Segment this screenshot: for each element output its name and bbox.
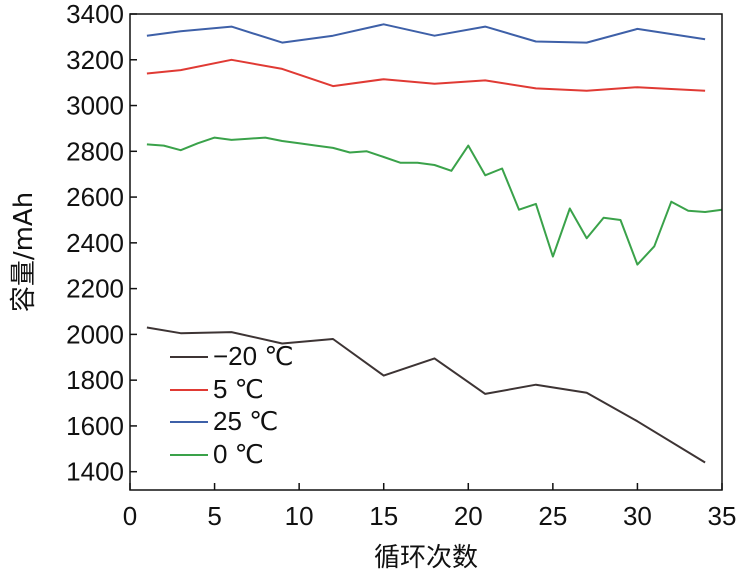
series-line-0 <box>146 326 706 464</box>
x-tick-label: 10 <box>285 501 314 531</box>
series-line-3 <box>146 136 723 266</box>
series-line-2 <box>146 23 706 44</box>
y-tick-label: 2200 <box>66 274 124 304</box>
legend: −20 ℃5 ℃25 ℃0 ℃ <box>170 341 294 469</box>
x-tick-label: 25 <box>538 501 567 531</box>
y-tick-label: 3400 <box>66 0 124 29</box>
plot-frame <box>129 13 723 491</box>
x-tick-label: 15 <box>369 501 398 531</box>
x-tick-label: 35 <box>708 501 737 531</box>
y-tick-label: 2400 <box>66 228 124 258</box>
y-tick-label: 1600 <box>66 411 124 441</box>
y-tick-label: 3200 <box>66 45 124 75</box>
tick-labels: 0 5 10 15 20 25 30 35 1400 1600 1800 2000 2200 2400 26… <box>66 0 736 531</box>
legend-label-0: −20 ℃ <box>213 341 294 371</box>
x-axis-title: 循环次数 <box>374 543 478 573</box>
y-tick-label: 2800 <box>66 136 124 166</box>
legend-label-3: 0 ℃ <box>213 439 264 469</box>
series-line-1 <box>146 58 706 92</box>
legend-label-2: 25 ℃ <box>213 406 278 436</box>
x-tick-label: 5 <box>207 501 221 531</box>
y-tick-label: 1400 <box>66 457 124 487</box>
x-tick-label: 20 <box>454 501 483 531</box>
y-tick-label: 2600 <box>66 182 124 212</box>
plot-area <box>129 13 723 491</box>
y-tick-label: 1800 <box>66 365 124 395</box>
legend-label-1: 5 ℃ <box>213 374 264 404</box>
y-axis-title: 容量/mAh <box>9 192 39 312</box>
y-tick-label: 3000 <box>66 91 124 121</box>
x-tick-label: 0 <box>123 501 137 531</box>
y-tick-label: 2000 <box>66 319 124 349</box>
x-tick-label: 30 <box>623 501 652 531</box>
